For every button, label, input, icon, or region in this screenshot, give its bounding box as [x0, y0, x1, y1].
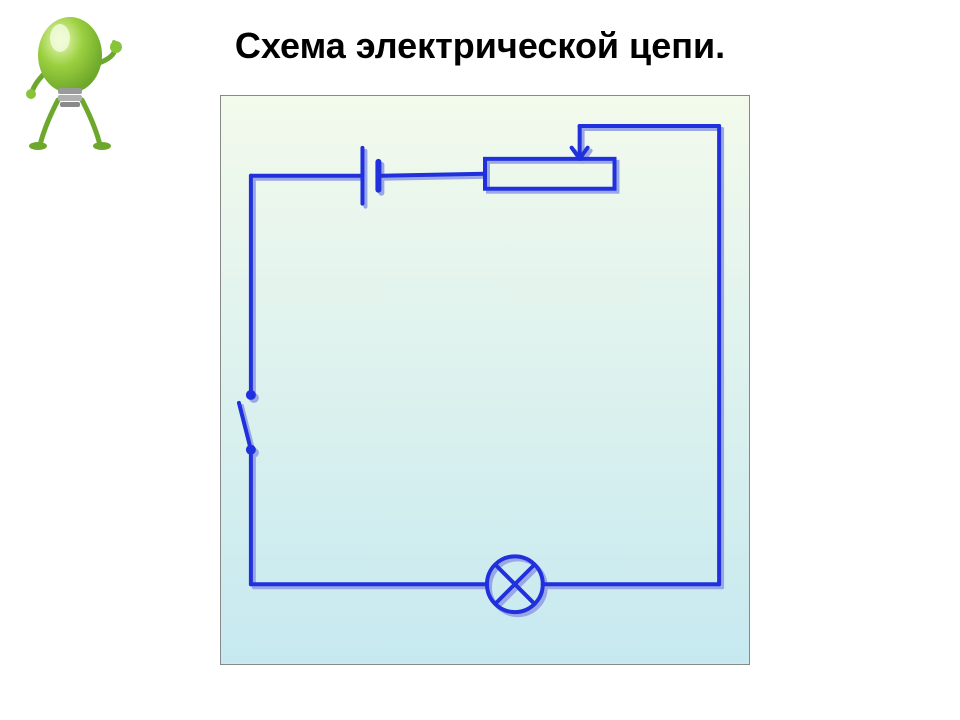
circuit-svg — [221, 96, 749, 664]
bulb-svg — [20, 10, 130, 150]
bulb-character-icon — [20, 10, 130, 150]
circuit-diagram-panel — [220, 95, 750, 665]
page-title: Схема электрической цепи. — [0, 25, 960, 67]
slide: Схема электрической цепи. — [0, 0, 960, 720]
